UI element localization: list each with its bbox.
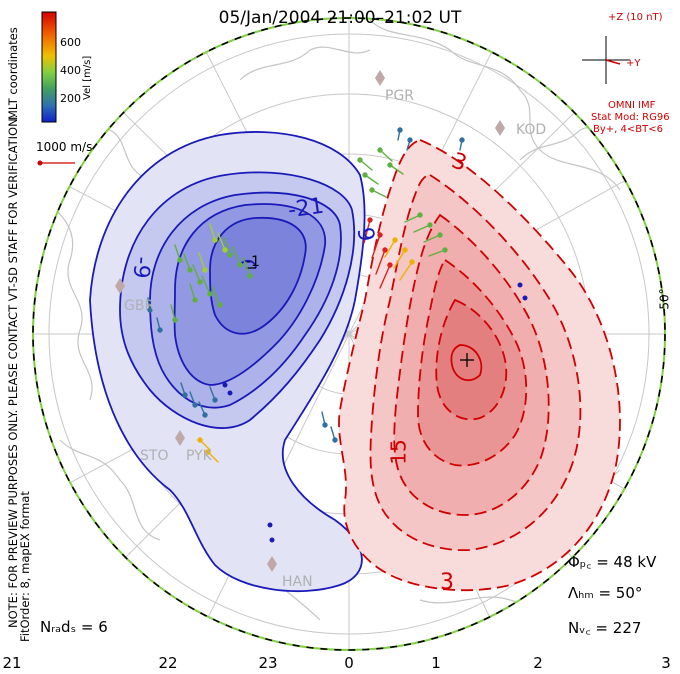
dusk-convection-cell xyxy=(89,131,366,593)
colorbar-tick-600: 600 xyxy=(60,36,81,49)
station-kod: KOD xyxy=(516,122,547,138)
station-pgr: PGR xyxy=(385,88,415,104)
map-title: 05/Jan/2004 21:00–21:02 UT xyxy=(218,8,462,28)
contour-label-3-bottom: 3 xyxy=(440,570,454,595)
colorbar-label: Vel [m/s] xyxy=(82,55,93,100)
n-rads-stat: Nᵣₐdₛ = 6 xyxy=(40,618,108,636)
velocity-colorbar xyxy=(41,11,57,123)
imf-condition-label: By+, 4<BT<6 xyxy=(593,124,663,135)
potential-max-marker xyxy=(460,353,474,367)
colorbar-tick-400: 400 xyxy=(60,64,81,77)
mlt-tick-21: 21 xyxy=(2,654,22,672)
station-sto: STO xyxy=(140,448,169,464)
mlt-tick-3: 3 xyxy=(661,654,671,672)
velocity-scale-label: 1000 m/s xyxy=(36,140,93,154)
mlt-tick-0: 0 xyxy=(344,654,354,672)
station-gbr: GBR xyxy=(124,298,155,314)
dawn-convection-cell xyxy=(338,139,621,592)
station-markers xyxy=(115,70,505,572)
imf-source-label: OMNI IMF xyxy=(608,100,656,111)
mlt-tick-22: 22 xyxy=(158,654,178,672)
station-han: HAN xyxy=(282,574,313,590)
fit-order-label: FitOrder: 8, mapEX format xyxy=(18,491,32,642)
mlt-tick-23: 23 xyxy=(258,654,278,672)
coordinates-label: MLT coordinates xyxy=(6,27,20,120)
contour-label-minus9: -9 xyxy=(127,255,155,280)
imf-model-label: Stat Mod: RG96 xyxy=(591,112,670,123)
contour-label-15: 15 xyxy=(386,439,411,465)
lambda-hm-stat: Λₕₘ = 50° xyxy=(568,584,643,602)
station-pyk: PYK xyxy=(186,448,212,464)
colorbar-tick-200: 200 xyxy=(60,92,81,105)
mlt-tick-2: 2 xyxy=(533,654,543,672)
mlt-tick-1: 1 xyxy=(431,654,441,672)
velocity-scale-arrow xyxy=(37,160,75,166)
n-vc-stat: Nᵥ꜀ = 227 xyxy=(568,619,642,637)
contour-label-minus1: -1 xyxy=(246,254,260,270)
phi-pc-stat: Φₚ꜀ = 48 kV xyxy=(568,553,657,571)
imf-z-label: +Z (10 nT) xyxy=(608,12,663,23)
imf-clock-dial xyxy=(582,36,630,84)
contour-label-minus21: -21 xyxy=(286,193,326,224)
latitude-label: 50° xyxy=(657,288,672,310)
velocity-vectors xyxy=(147,127,528,543)
imf-y-label: +Y xyxy=(626,58,641,69)
